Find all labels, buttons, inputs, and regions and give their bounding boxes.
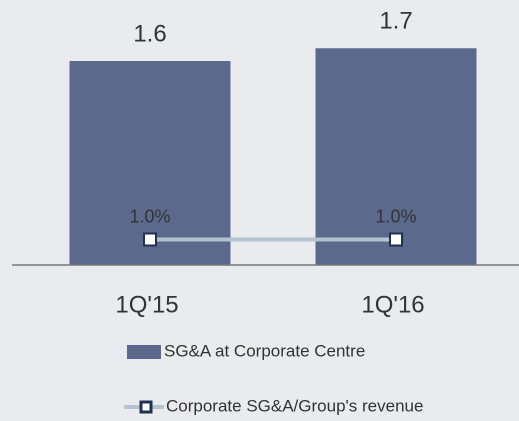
line-marker bbox=[143, 232, 157, 247]
line-value-label: 1.0% bbox=[375, 206, 416, 226]
bar-value-label: 1.6 bbox=[133, 20, 166, 47]
line-marker bbox=[389, 232, 403, 247]
legend-label: Corporate SG&A/Group's revenue bbox=[166, 396, 423, 415]
legend-swatch bbox=[127, 345, 161, 359]
line-value-label: 1.0% bbox=[129, 206, 170, 226]
legend-marker bbox=[139, 400, 153, 414]
bar bbox=[315, 48, 477, 265]
bar-value-label: 1.7 bbox=[379, 8, 412, 35]
bar bbox=[69, 61, 231, 265]
x-tick-label: 1Q'15 bbox=[115, 291, 178, 318]
legend-label: SG&A at Corporate Centre bbox=[164, 341, 365, 360]
x-tick-label: 1Q'16 bbox=[361, 291, 424, 318]
